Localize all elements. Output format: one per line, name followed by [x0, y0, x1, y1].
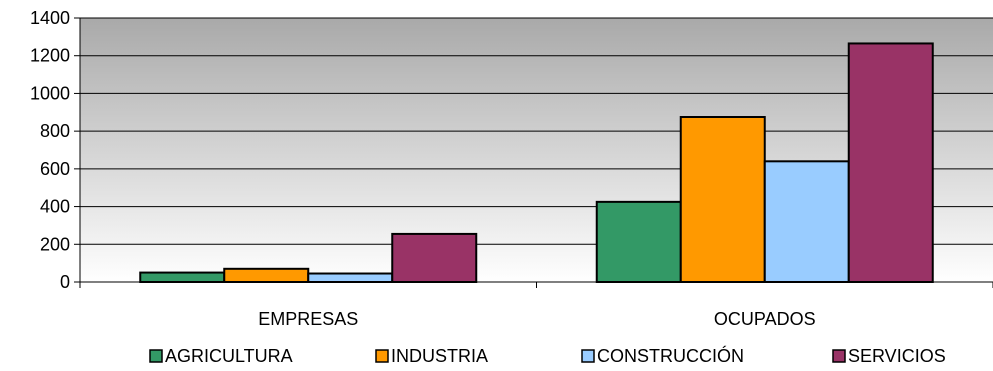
y-tick-label: 1400	[30, 8, 70, 28]
gridlines	[80, 17, 993, 245]
x-category-label: OCUPADOS	[714, 309, 816, 329]
y-tick-label: 1000	[30, 83, 70, 103]
legend-label: SERVICIOS	[848, 346, 946, 366]
legend-label: INDUSTRIA	[391, 346, 488, 366]
legend-swatch	[375, 349, 389, 363]
y-axis-ticks: 0 200 400 600 800 1000 1200 1400	[30, 8, 80, 292]
axes	[79, 18, 993, 288]
bar-construcción-ocupados	[763, 160, 850, 283]
bar-servicios-ocupados	[847, 42, 934, 284]
x-axis-labels: EMPRESAS OCUPADOS	[258, 309, 815, 329]
legend-label: CONSTRUCCIÓN	[597, 345, 744, 366]
bar-industria-empresas	[223, 267, 310, 283]
legend: AGRICULTURA INDUSTRIA CONSTRUCCIÓN SERVICIO…	[149, 345, 946, 366]
bar-construcción-empresas	[307, 272, 394, 283]
y-tick-label: 0	[60, 272, 70, 292]
legend-swatch	[832, 349, 846, 363]
y-tick-label: 600	[40, 159, 70, 179]
bar-agricultura-ocupados	[595, 200, 682, 284]
y-tick-label: 200	[40, 234, 70, 254]
y-tick-label: 800	[40, 121, 70, 141]
bar-industria-ocupados	[679, 116, 766, 283]
legend-swatch	[149, 349, 163, 363]
bar-agricultura-empresas	[139, 271, 226, 284]
legend-swatch	[581, 349, 595, 363]
legend-label: AGRICULTURA	[165, 346, 293, 366]
y-tick-label: 400	[40, 197, 70, 217]
x-category-label: EMPRESAS	[258, 309, 358, 329]
bar-servicios-empresas	[391, 232, 478, 284]
y-tick-label: 1200	[30, 46, 70, 66]
